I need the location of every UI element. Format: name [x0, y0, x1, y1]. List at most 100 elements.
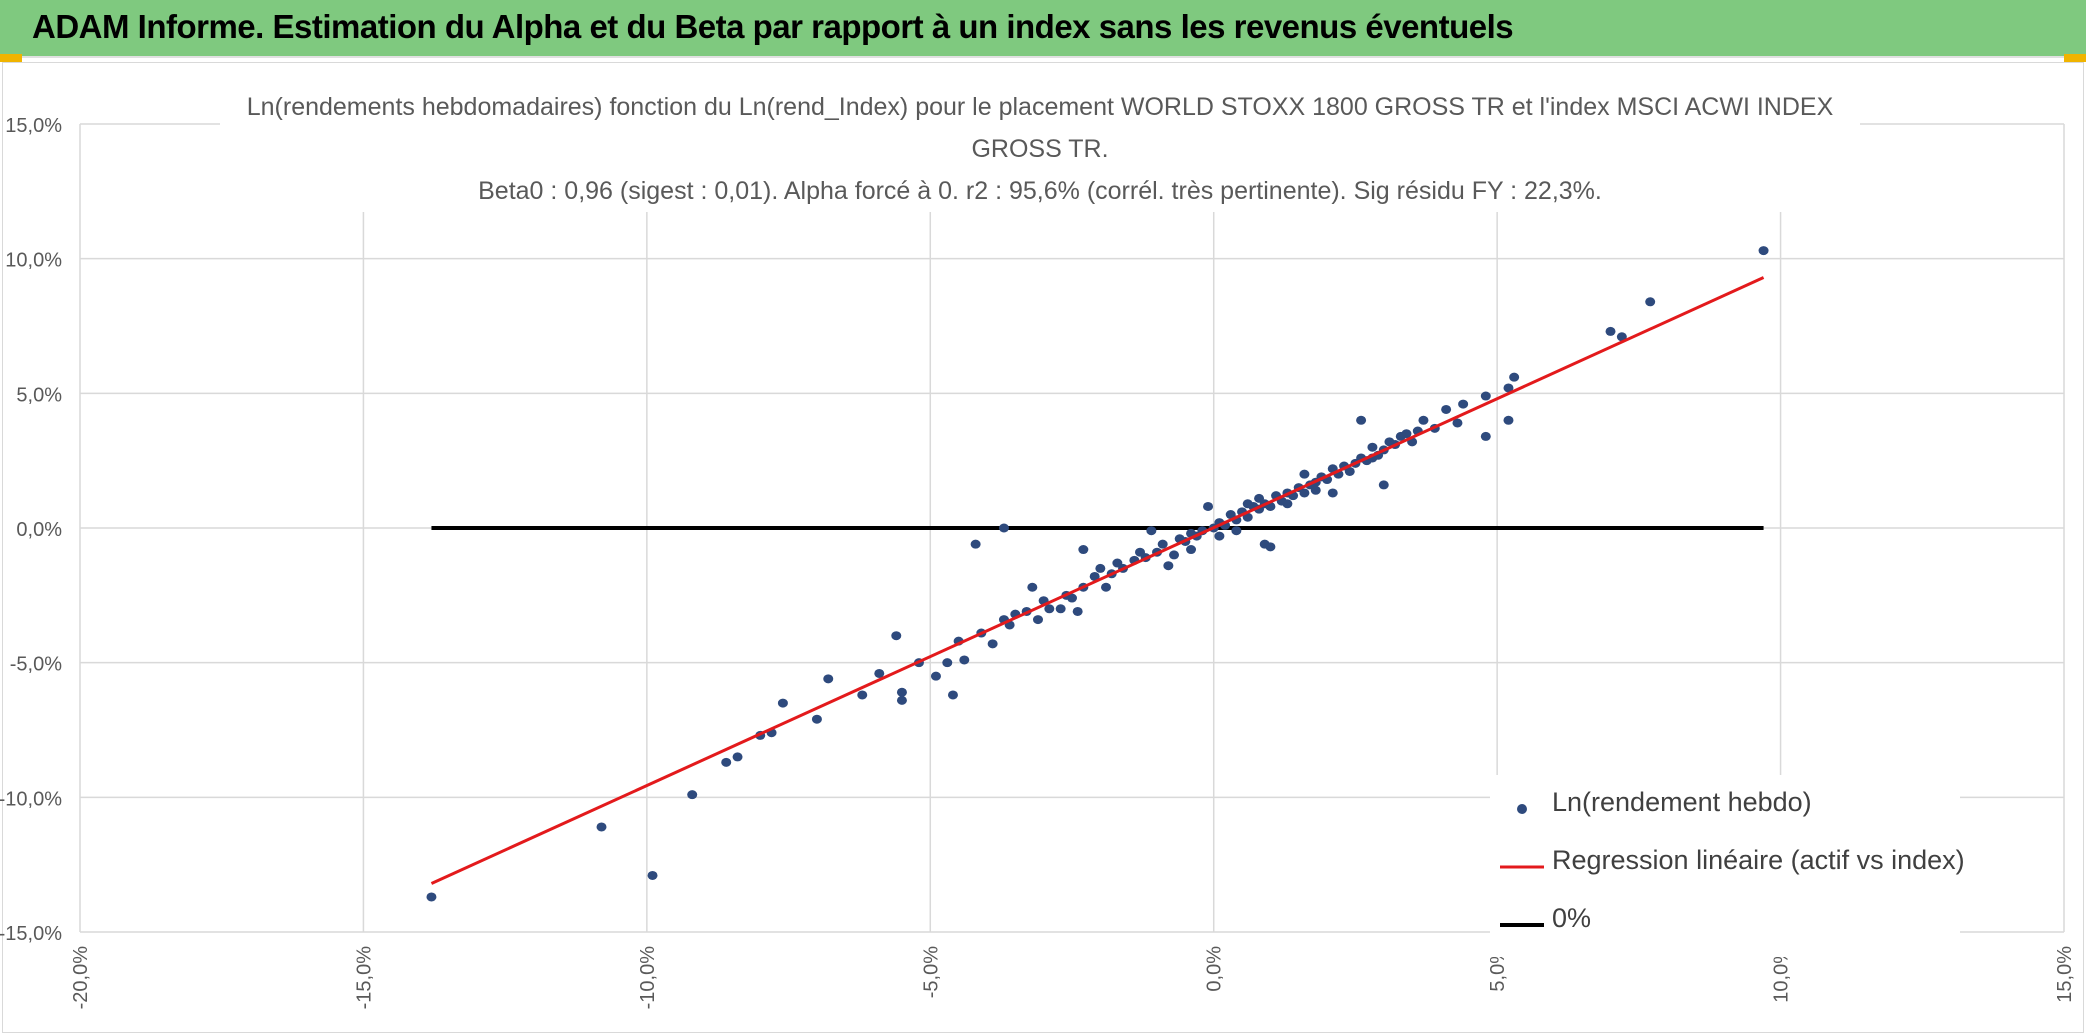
data-point	[1055, 604, 1066, 614]
data-point	[1078, 545, 1089, 555]
legend-label-points: Ln(rendement hebdo)	[1552, 787, 1812, 817]
data-point	[891, 631, 902, 641]
data-point	[1135, 547, 1146, 557]
legend-item-regression: Regression linéaire (actif vs index)	[1490, 837, 1965, 895]
data-point	[777, 698, 788, 708]
corner-marker-right	[2064, 54, 2086, 62]
y-tick-label: -10,0%	[0, 788, 62, 810]
data-point	[947, 690, 958, 700]
chart-legend: Ln(rendement hebdo) Regression linéaire …	[1490, 775, 1965, 957]
x-tick-label: -15,0%	[353, 946, 375, 1010]
data-point	[1095, 563, 1106, 573]
legend-item-points: Ln(rendement hebdo)	[1490, 779, 1960, 837]
y-tick-label: -5,0%	[10, 654, 62, 676]
data-point	[1418, 415, 1429, 425]
chart-title-line1: Ln(rendements hebdomadaires) fonction du…	[246, 93, 1834, 163]
data-point	[1480, 391, 1491, 401]
y-tick-label: 10,0%	[5, 250, 62, 272]
data-point	[857, 690, 868, 700]
data-point	[998, 523, 1009, 533]
x-tick-label: -5,0%	[920, 946, 942, 998]
data-point	[1231, 526, 1242, 536]
data-point	[896, 687, 907, 697]
data-point	[896, 695, 907, 705]
data-point	[1441, 404, 1452, 414]
data-point	[1503, 383, 1514, 393]
data-point	[1480, 431, 1491, 441]
data-point	[959, 655, 970, 665]
data-point	[1027, 582, 1038, 592]
data-point	[942, 658, 953, 668]
data-point	[1032, 615, 1043, 625]
data-point	[1044, 604, 1055, 614]
y-tick-label: -15,0%	[0, 923, 62, 945]
black-line-icon	[1500, 923, 1544, 927]
x-tick-label: -10,0%	[637, 946, 659, 1010]
legend-item-zero: 0%	[1490, 895, 1960, 953]
data-point	[1645, 297, 1656, 307]
data-point	[1401, 429, 1412, 439]
data-point	[596, 822, 607, 832]
data-point	[1509, 372, 1520, 382]
data-point	[1214, 531, 1225, 541]
data-point	[1242, 499, 1253, 509]
data-point	[1112, 558, 1123, 568]
report-header: ADAM Informe. Estimation du Alpha et du …	[0, 0, 2086, 58]
data-point	[1254, 493, 1265, 503]
data-point	[1344, 466, 1355, 476]
data-point	[1605, 326, 1616, 336]
data-point	[1299, 488, 1310, 498]
chart-title-line2: Beta0 : 0,96 (sigest : 0,01). Alpha forc…	[478, 177, 1602, 205]
data-point	[1265, 542, 1276, 552]
data-point	[1089, 571, 1100, 581]
data-point	[1299, 469, 1310, 479]
data-point	[1616, 332, 1627, 342]
data-point	[1367, 442, 1378, 452]
data-point	[1282, 499, 1293, 509]
data-point	[823, 674, 834, 684]
data-point	[1310, 485, 1321, 495]
data-point	[987, 639, 998, 649]
x-tick-label: 0,0%	[1204, 946, 1226, 992]
data-point	[647, 870, 658, 880]
corner-marker-left	[0, 54, 22, 62]
data-point	[721, 757, 732, 767]
x-tick-label: 5,0%	[1487, 946, 1509, 992]
data-point	[1101, 582, 1112, 592]
data-point	[732, 752, 743, 762]
data-point	[1452, 418, 1463, 428]
y-tick-label: 15,0%	[5, 115, 62, 137]
data-point	[970, 539, 981, 549]
data-point	[1356, 415, 1367, 425]
x-tick-label: -20,0%	[70, 946, 92, 1010]
chart-title: Ln(rendements hebdomadaires) fonction du…	[220, 86, 1860, 212]
data-point	[1758, 246, 1769, 256]
data-point	[930, 671, 941, 681]
data-point	[1157, 539, 1168, 549]
data-point	[1146, 526, 1157, 536]
data-point	[811, 714, 822, 724]
data-point	[1378, 480, 1389, 490]
data-point	[1242, 512, 1253, 522]
data-point	[1163, 561, 1174, 571]
legend-label-regression: Regression linéaire (actif vs index)	[1552, 845, 1965, 875]
red-line-icon	[1500, 865, 1544, 869]
regression-line	[430, 276, 1765, 885]
report-title: ADAM Informe. Estimation du Alpha et du …	[32, 8, 1514, 45]
data-point	[1327, 488, 1338, 498]
point-marker-icon	[1517, 804, 1527, 814]
data-point	[687, 790, 698, 800]
data-point	[1169, 550, 1180, 560]
y-tick-label: 0,0%	[16, 519, 62, 541]
data-point	[426, 892, 437, 902]
x-tick-label: 10,0%	[1771, 946, 1793, 1003]
x-tick-label: 15,0%	[2054, 946, 2076, 1003]
data-point	[874, 668, 885, 678]
data-point	[1458, 399, 1469, 409]
legend-label-zero: 0%	[1552, 903, 1592, 933]
y-tick-label: 5,0%	[16, 384, 62, 406]
data-point	[1186, 545, 1197, 555]
data-point	[1072, 606, 1083, 616]
data-point	[1203, 501, 1214, 511]
data-point	[1503, 415, 1514, 425]
